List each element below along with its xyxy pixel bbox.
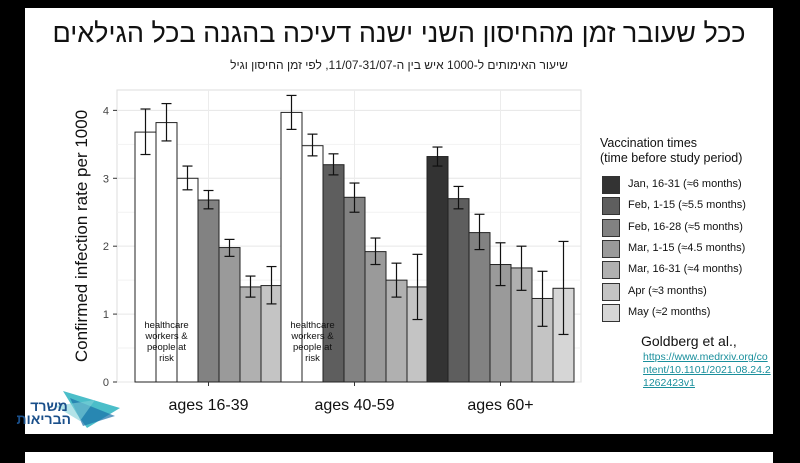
legend-title: Vaccination times (time before study per… — [600, 136, 742, 166]
hcw-annotation: risk — [305, 353, 320, 364]
slide-subtitle: שיעור האימותים ל-1000 איש בין ה-11/07-31… — [230, 58, 568, 72]
legend-swatch — [602, 239, 620, 258]
legend-swatch — [602, 218, 620, 237]
bar — [197, 199, 220, 383]
bar — [239, 286, 262, 383]
hcw-annotation: workers & — [144, 331, 188, 342]
hcw-annotation: healthcare — [144, 320, 188, 331]
slide-title: ככל שעובר זמן מהחיסון השני ישנה דעיכה בה… — [52, 18, 746, 48]
y-tick-label: 0 — [103, 377, 109, 389]
bar — [426, 156, 449, 383]
hcw-annotation: people at — [293, 342, 332, 353]
legend-swatch — [602, 282, 620, 301]
legend-swatch — [602, 197, 620, 216]
bar — [343, 196, 366, 383]
x-category-label: ages 60+ — [467, 397, 533, 414]
bar — [447, 198, 470, 383]
legend-label: May (≈2 months) — [628, 305, 711, 318]
legend-label: Feb, 16-28 (≈5 months) — [628, 220, 743, 233]
legend-label: Mar, 16-31 (≈4 months) — [628, 263, 743, 276]
citation-author: Goldberg et al., — [641, 333, 737, 349]
ministry-logo-text: משרד הבריאות — [16, 398, 71, 427]
bar — [364, 251, 387, 383]
legend-title-line1: Vaccination times — [600, 136, 698, 150]
hcw-annotation: workers & — [290, 331, 334, 342]
y-tick-label: 1 — [103, 309, 109, 321]
legend-label: Mar, 1-15 (≈4.5 months) — [628, 241, 746, 254]
legend-title-line2: (time before study period) — [600, 151, 743, 165]
bar-chart: 0 1 2 3 4 Confirmed infection rate per 1000 ag… — [72, 89, 582, 414]
y-tick-label: 2 — [103, 241, 109, 253]
legend-label: Jan, 16-31 (≈6 months) — [628, 178, 742, 190]
legend-swatch — [602, 176, 620, 194]
legend-swatch — [602, 261, 620, 280]
legend-label: Feb, 1-15 (≈5.5 months) — [628, 199, 746, 212]
x-category-label: ages 16-39 — [168, 397, 248, 414]
x-category-label: ages 40-59 — [314, 397, 394, 414]
y-axis-label: Confirmed infection rate per 1000 — [72, 110, 91, 362]
hcw-annotation: people at — [147, 342, 186, 353]
legend-label: Apr (≈3 months) — [628, 284, 707, 297]
ministry-logo-icon — [55, 391, 120, 428]
hcw-annotation: risk — [159, 353, 174, 364]
citation-link[interactable]: https://www.medrxiv.org/content/10.1101/… — [643, 351, 771, 389]
y-tick-label: 4 — [103, 105, 109, 117]
legend-swatch — [602, 303, 620, 322]
bar — [218, 247, 241, 383]
hcw-annotation: healthcare — [290, 320, 334, 331]
next-slide-edge — [25, 452, 773, 463]
bar — [468, 232, 491, 383]
y-tick-label: 3 — [103, 173, 109, 185]
slide: ככל שעובר זמן מהחיסון השני ישנה דעיכה בה… — [16, 8, 773, 434]
